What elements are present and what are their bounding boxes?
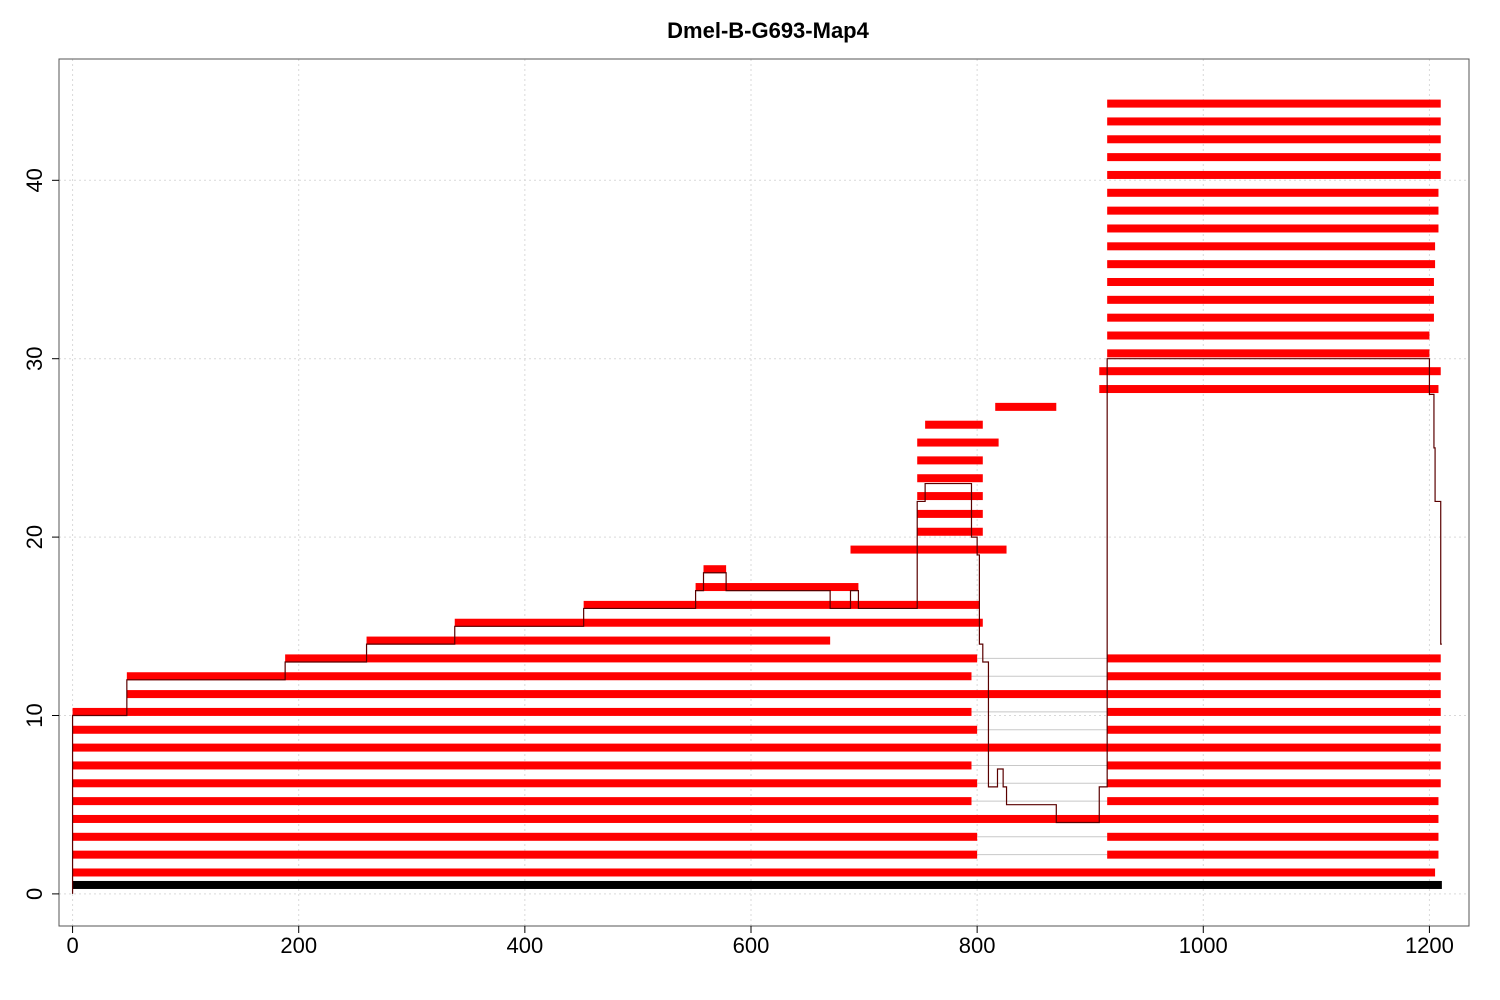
read-segment [1107, 797, 1439, 806]
read-segment [1107, 260, 1436, 269]
read-segment [850, 545, 1007, 554]
read-segment [1107, 349, 1430, 358]
read-segment [366, 636, 831, 645]
y-tick-label: 30 [22, 346, 47, 370]
read-segment [1107, 242, 1436, 251]
read-segment [126, 690, 1441, 699]
read-segment [917, 492, 983, 501]
connector-layer [971, 657, 1108, 856]
read-segment [72, 850, 978, 859]
read-segment [1099, 367, 1441, 376]
read-segment [1107, 313, 1434, 322]
axis-layer: 0 200 400 600 800 1000 1200 0 10 20 30 40 [22, 168, 1454, 958]
read-segment [1107, 224, 1439, 233]
x-tick-label: 1200 [1405, 933, 1454, 958]
x-tick-label: 200 [280, 933, 317, 958]
y-tick-label: 40 [22, 168, 47, 192]
read-segment [1107, 99, 1441, 108]
read-segment [1107, 832, 1439, 841]
read-segment [1107, 135, 1441, 144]
read-segment [1107, 725, 1441, 734]
read-segment [1107, 206, 1439, 215]
coverage-line [71, 358, 1442, 894]
read-segment [1107, 153, 1441, 162]
x-tick-label: 0 [66, 933, 78, 958]
read-segment [1107, 707, 1441, 716]
read-segment [72, 707, 972, 716]
read-segment [917, 474, 983, 483]
read-segment [72, 814, 1439, 823]
y-tick-label: 10 [22, 703, 47, 727]
read-segment [454, 618, 983, 627]
coverage-layer [71, 358, 1442, 894]
read-segment [72, 743, 1441, 752]
read-segment [72, 761, 972, 770]
read-segment [1107, 850, 1439, 859]
y-tick-label: 20 [22, 525, 47, 549]
read-segment [917, 438, 999, 447]
reference-bar [72, 880, 1442, 889]
read-segment [72, 797, 972, 806]
plot-frame [58, 58, 1470, 927]
reference-layer [72, 880, 1442, 889]
x-tick-label: 800 [959, 933, 996, 958]
read-segment [72, 832, 978, 841]
reads-layer [72, 99, 1441, 877]
chart-title: Dmel-B-G693-Map4 [667, 18, 869, 43]
x-tick-label: 400 [506, 933, 543, 958]
x-tick-label: 1000 [1179, 933, 1228, 958]
read-segment [583, 600, 980, 609]
read-segment [1107, 779, 1441, 788]
read-segment [1107, 188, 1439, 197]
read-segment [695, 583, 859, 592]
read-segment [1107, 761, 1441, 770]
read-segment [703, 565, 727, 574]
y-tick-label: 0 [22, 888, 47, 900]
read-segment [917, 456, 983, 465]
read-segment [1107, 672, 1441, 681]
read-segment [1107, 295, 1434, 304]
read-segment [917, 527, 983, 536]
read-segment [925, 420, 983, 429]
read-segment [1107, 654, 1441, 663]
read-segment [1107, 170, 1441, 179]
read-segment [72, 725, 978, 734]
read-segment [126, 672, 972, 681]
read-segment [285, 654, 978, 663]
read-segment [72, 868, 1436, 877]
read-segment [1107, 117, 1441, 126]
read-segment [1107, 331, 1430, 340]
x-tick-label: 600 [733, 933, 770, 958]
read-segment [995, 402, 1057, 411]
read-segment [917, 509, 983, 518]
read-segment [1099, 385, 1439, 394]
read-segment [72, 779, 978, 788]
read-segment [1107, 277, 1434, 286]
